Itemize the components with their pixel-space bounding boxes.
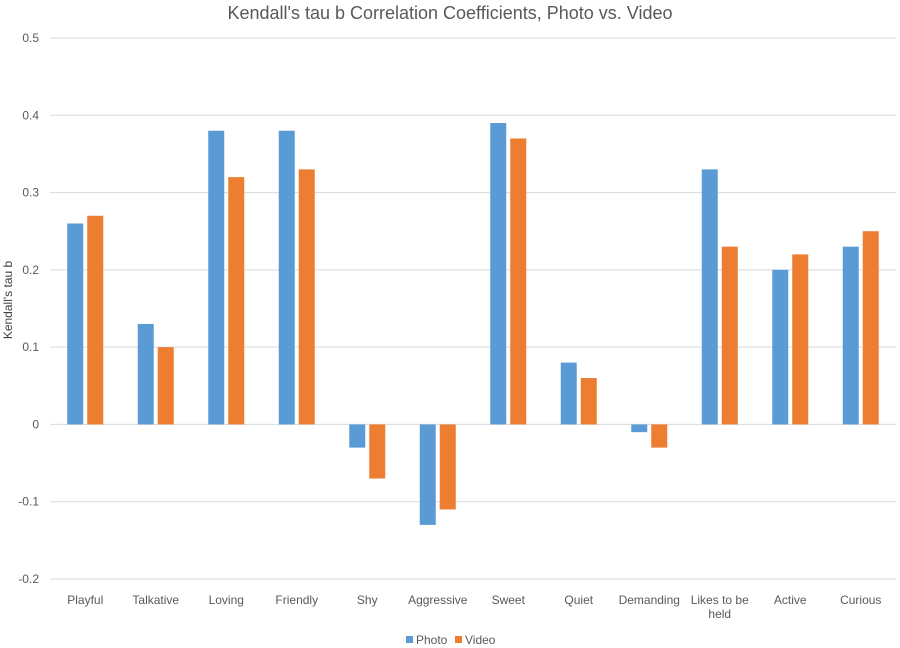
- bar-photo: [278, 130, 295, 425]
- legend-swatch: [406, 636, 413, 643]
- x-tick-label: Friendly: [275, 593, 318, 607]
- bar-video: [157, 347, 174, 425]
- x-tick-label: Active: [774, 593, 807, 607]
- bar-video: [510, 138, 527, 425]
- bar-video: [580, 378, 597, 425]
- bar-photo: [560, 362, 577, 425]
- legend: Photo Video: [406, 633, 496, 647]
- legend-label: Photo: [416, 633, 448, 647]
- bar-video: [298, 169, 315, 425]
- bar-video: [792, 254, 809, 425]
- bar-video: [439, 424, 456, 510]
- gridlines: [50, 37, 896, 580]
- x-axis-ticks: Playful Talkative Loving Friendly Shy Aggress…: [67, 593, 881, 621]
- bar-photo: [419, 424, 436, 525]
- x-tick-label: Aggressive: [408, 593, 468, 607]
- bar-video: [228, 177, 245, 425]
- y-axis-title: Kendall's tau b: [1, 261, 15, 340]
- bar-photo: [208, 130, 225, 425]
- x-tick-label: Curious: [840, 593, 881, 607]
- bar-photo: [842, 246, 859, 425]
- bar-video: [87, 215, 104, 425]
- y-tick-label: 0: [32, 417, 39, 431]
- bar-photo: [701, 169, 718, 425]
- bar-video: [369, 424, 386, 479]
- bar-video: [862, 231, 879, 425]
- y-tick-label: -0.2: [18, 572, 39, 586]
- x-tick-label: Talkative: [132, 593, 179, 607]
- y-axis-ticks: 0.5 0.4 0.3 0.2 0.1 0 -0.1 -0.2: [18, 31, 39, 586]
- y-tick-label: 0.5: [22, 31, 39, 45]
- y-tick-label: -0.1: [18, 495, 39, 509]
- x-tick-label: Likes to be held: [691, 593, 749, 621]
- chart-title: Kendall's tau b Correlation Coefficients…: [227, 3, 672, 23]
- bar-video: [651, 424, 668, 448]
- y-tick-label: 0.3: [22, 186, 39, 200]
- legend-label: Video: [465, 633, 496, 647]
- bar-photo: [631, 424, 648, 433]
- bar-photo: [772, 269, 789, 425]
- bar-photo: [67, 223, 84, 425]
- bar-photo: [490, 123, 507, 425]
- x-tick-label: Demanding: [619, 593, 680, 607]
- bar-photo: [137, 323, 154, 425]
- x-tick-label: Loving: [209, 593, 244, 607]
- y-tick-label: 0.2: [22, 263, 39, 277]
- x-tick-label: Shy: [357, 593, 378, 607]
- x-tick-label: Playful: [67, 593, 103, 607]
- x-tick-label: Sweet: [492, 593, 526, 607]
- y-tick-label: 0.4: [22, 108, 39, 122]
- bar-photo: [349, 424, 366, 448]
- legend-swatch: [455, 636, 462, 643]
- y-tick-label: 0.1: [22, 340, 39, 354]
- x-tick-label: Quiet: [564, 593, 593, 607]
- bars: [67, 123, 879, 525]
- bar-video: [721, 246, 738, 425]
